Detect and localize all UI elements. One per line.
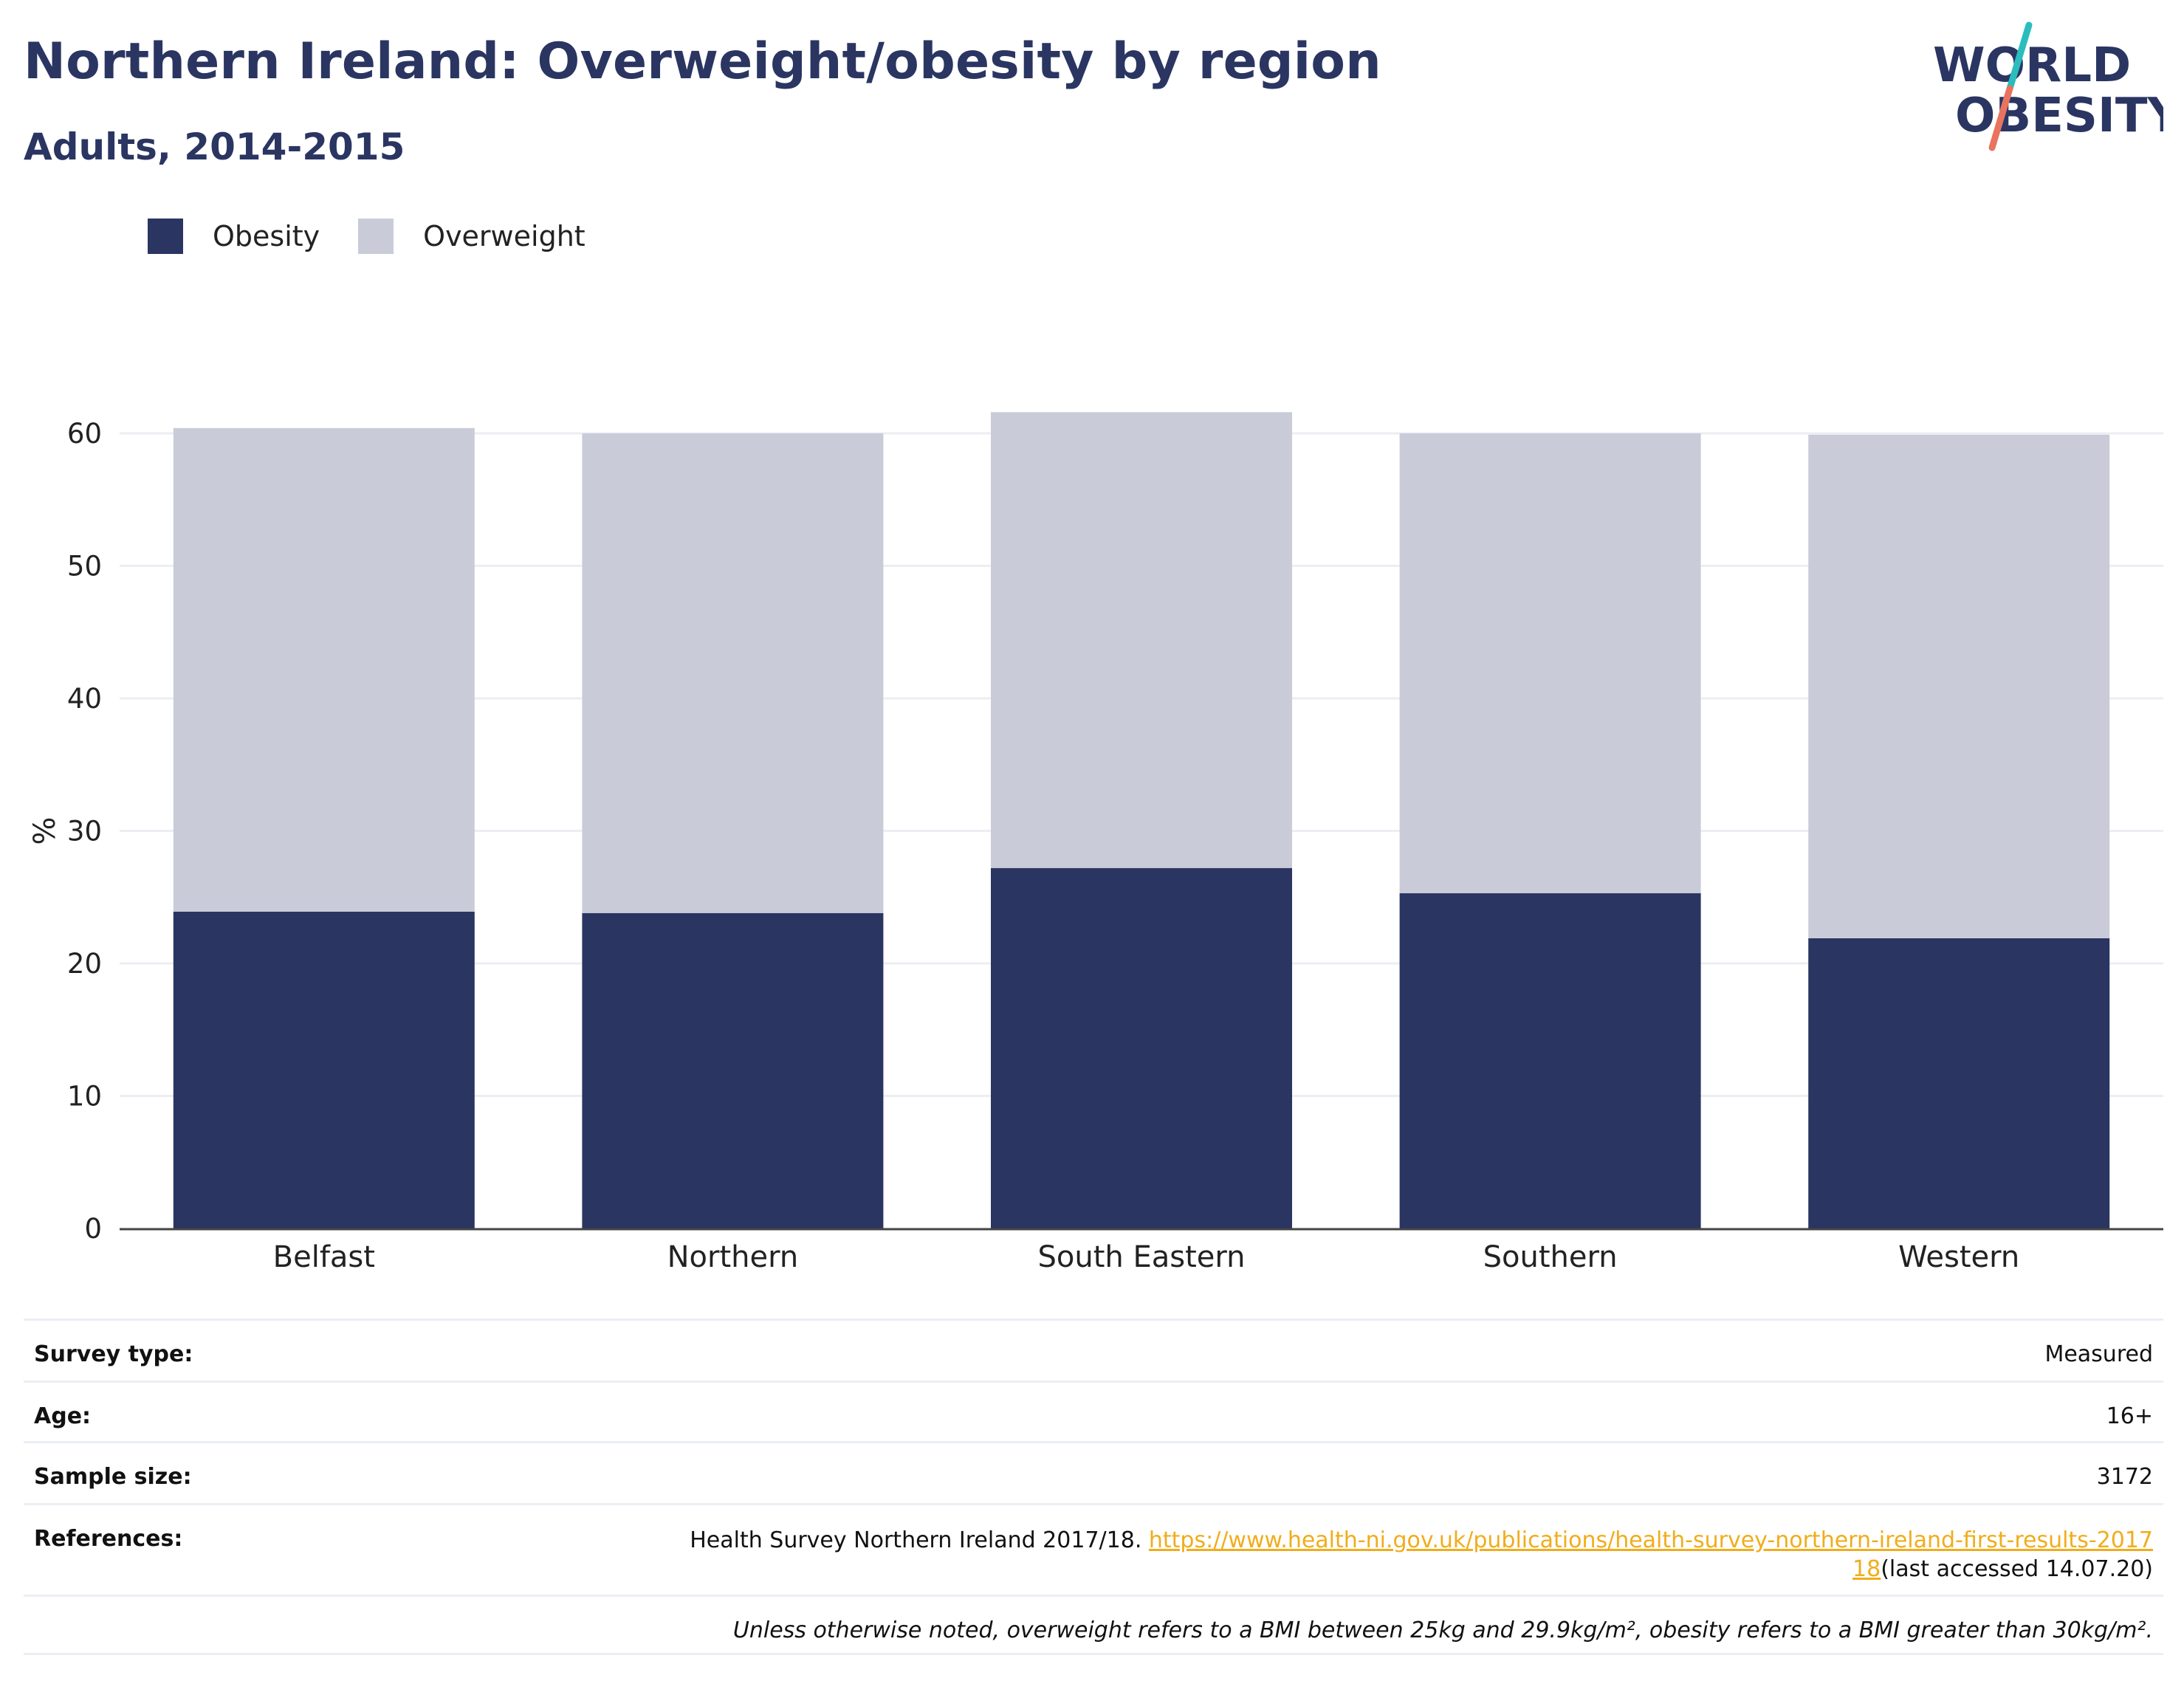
bar-chart: 0 10 20 30 40 50 60% Belfast Northern South Easte… [28, 412, 2163, 1274]
info-row-footnote: Unless otherwise noted, overweight refer… [24, 1595, 2163, 1655]
legend-label-overweight: Overweight [423, 220, 586, 252]
reference-suffix: (last accessed 14.07.20) [1881, 1556, 2153, 1582]
y-tick-label: 60 [67, 418, 102, 450]
x-tick-label: Northern [667, 1240, 799, 1274]
x-tick-label: Western [1898, 1240, 2019, 1274]
bar-obesity-southern [1399, 893, 1701, 1228]
x-tick-label: Southern [1483, 1240, 1618, 1274]
bar-overweight-belfast [173, 427, 475, 912]
logo-word-world: WORLD [1933, 38, 2131, 93]
info-row-survey-type: Survey type: Measured [24, 1318, 2163, 1381]
chart-title: Northern Ireland: Overweight/obesity by … [24, 32, 1381, 91]
chart-subtitle: Adults, 2014-2015 [24, 126, 405, 168]
age-value: 16+ [2106, 1403, 2153, 1429]
info-row-age: Age: 16+ [24, 1381, 2163, 1441]
bar-obesity-northern [582, 912, 884, 1228]
y-tick-label: 10 [67, 1081, 102, 1113]
y-axis-title: % [28, 816, 62, 845]
reference-link[interactable]: https://www.health-ni.gov.uk/publication… [1148, 1527, 2153, 1582]
bar-overweight-southern [1399, 433, 1701, 893]
age-label: Age: [34, 1403, 92, 1429]
survey-type-value: Measured [2044, 1341, 2153, 1367]
reference-text: Health Survey Northern Ireland 2017/18. [690, 1527, 1149, 1553]
legend-item-overweight[interactable]: Overweight [358, 219, 586, 254]
world-obesity-logo: WORLD OBESITY [1933, 21, 2163, 151]
references-value: Health Survey Northern Ireland 2017/18. … [676, 1526, 2153, 1584]
sample-size-label: Sample size: [34, 1464, 192, 1490]
info-row-sample-size: Sample size: 3172 [24, 1441, 2163, 1503]
survey-type-label: Survey type: [34, 1341, 193, 1367]
legend-item-obesity[interactable]: Obesity [148, 219, 320, 254]
x-tick-label: South Eastern [1038, 1240, 1246, 1274]
bar-overweight-western [1808, 434, 2110, 938]
y-tick-label: 50 [67, 551, 102, 582]
x-tick-label: Belfast [273, 1240, 375, 1274]
bar-obesity-western [1808, 938, 2110, 1228]
bar-obesity-belfast [173, 911, 475, 1228]
legend-label-obesity: Obesity [213, 220, 320, 252]
info-table: Survey type: Measured Age: 16+ Sample si… [24, 1318, 2163, 1655]
y-tick-label: 0 [84, 1213, 102, 1245]
chart-legend: Obesity Overweight [148, 219, 624, 254]
info-row-references: References: Health Survey Northern Irela… [24, 1503, 2163, 1595]
footnote-text: Unless otherwise noted, overweight refer… [732, 1617, 2153, 1643]
legend-swatch-overweight [358, 219, 394, 254]
bar-obesity-south-eastern [991, 867, 1292, 1228]
y-tick-label: 20 [67, 948, 102, 980]
logo-slash-teal [2006, 21, 2033, 92]
bar-overweight-south-eastern [991, 412, 1292, 868]
y-tick-label: 30 [67, 816, 102, 848]
references-label: References: [34, 1526, 183, 1552]
logo-slash-coral [1988, 85, 2013, 151]
sample-size-value: 3172 [2096, 1464, 2153, 1490]
bar-overweight-northern [582, 433, 884, 913]
y-tick-label: 40 [67, 683, 102, 715]
logo-word-obesity: OBESITY [1955, 89, 2163, 143]
legend-swatch-obesity [148, 219, 183, 254]
